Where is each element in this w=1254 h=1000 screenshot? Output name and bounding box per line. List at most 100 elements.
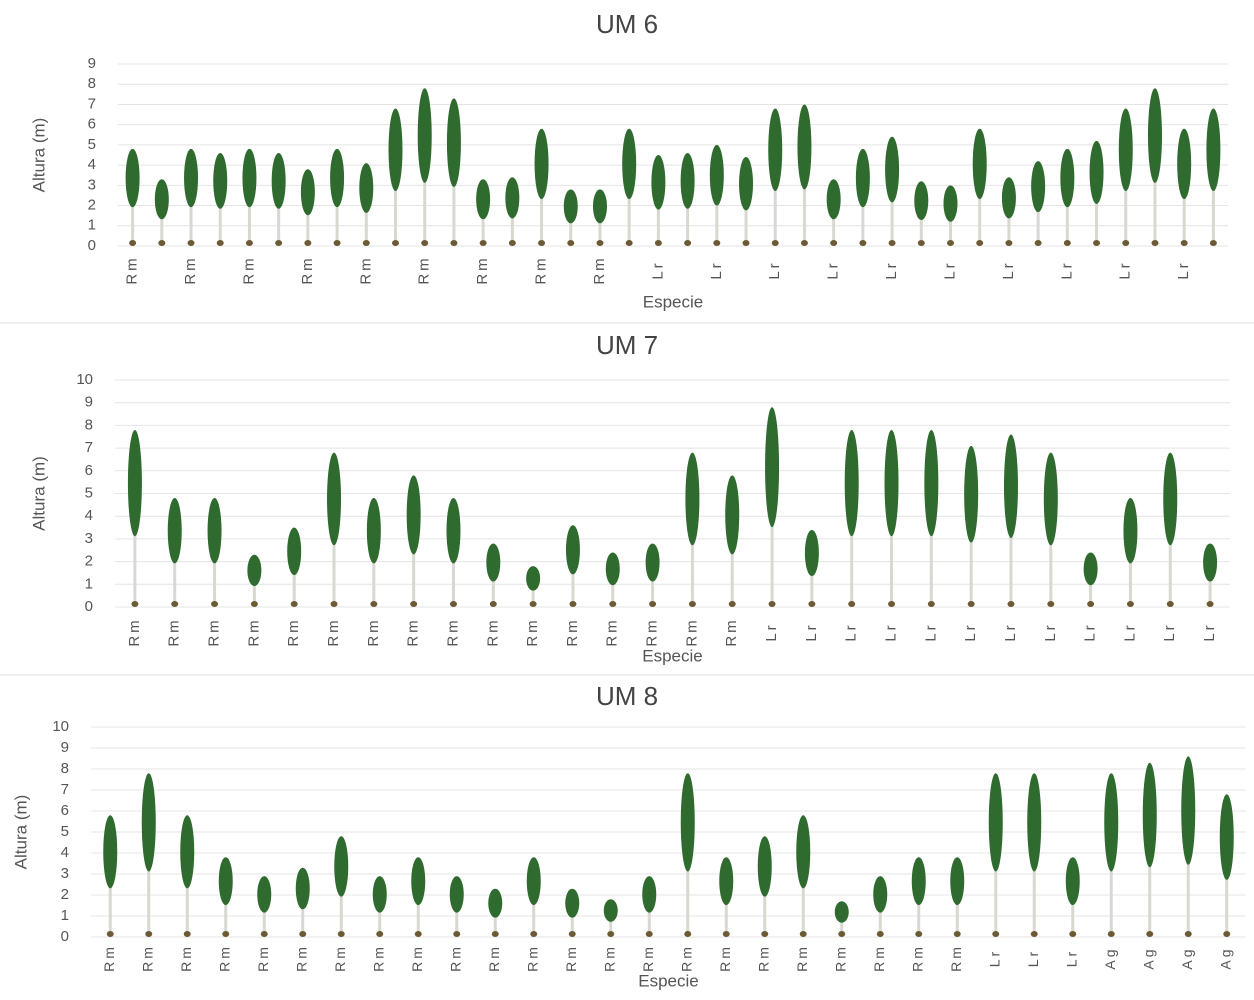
x-tick-label: Rm [591,255,608,284]
tree-base [131,601,139,607]
tree [873,876,888,937]
y-tick-label: 0 [88,237,96,254]
tree-base [479,240,487,246]
y-tick-label: 8 [85,416,93,433]
y-tick-label: 7 [85,439,93,456]
tree-base [421,240,429,246]
tree-base [888,240,896,246]
x-tick-label: Rm [717,944,733,972]
tree-base [654,240,662,246]
tree [642,876,657,937]
tree-base [1107,931,1115,937]
tree-base [761,931,769,937]
tree-base [859,240,867,246]
tree-base [158,240,166,246]
y-tick-label: 7 [88,95,96,112]
tree-base [649,601,657,607]
tree-crown [218,857,233,906]
x-tick-label: Rm [640,944,656,972]
tree [1031,161,1046,246]
x-tick-label: Rm [245,617,262,646]
tree-base [376,931,384,937]
tree-crown [534,128,549,200]
tree-base [1047,601,1055,607]
tree [950,857,965,937]
tree-base [645,931,653,937]
tree-base [953,931,961,937]
tree-base [1063,240,1071,246]
tree-crown [1118,108,1133,191]
x-tick-label: Rm [563,944,579,972]
tree-crown [592,189,607,224]
tree-crown [757,836,772,897]
tree-crown [359,163,374,213]
tree [1206,108,1221,246]
tree [855,148,870,246]
tree-crown [885,136,900,203]
tree [167,498,182,607]
tree [103,815,118,937]
y-tick-label: 0 [85,598,93,615]
x-tick-label: Rm [293,944,309,972]
tree-crown [796,815,811,889]
tree-crown [1219,794,1234,880]
tree-base [129,240,137,246]
tree [1181,756,1196,937]
tree-crown [768,108,783,191]
x-tick-label: Rm [794,944,810,972]
tree [300,169,315,246]
tree [826,179,841,246]
tree-crown [1001,177,1016,219]
tree [988,773,1003,937]
tree-crown [505,177,520,219]
tree [505,177,520,246]
tree-base [538,240,546,246]
tree-base [450,240,458,246]
tree-crown [327,452,342,546]
tree-crown [486,543,501,582]
tree-crown [725,475,740,555]
tree [1177,128,1192,246]
tree-base [333,240,341,246]
tree-crown [804,529,819,577]
tree-crown [1043,452,1058,546]
tree [526,566,541,607]
x-tick-label: Lr [1063,949,1079,967]
x-tick-label: Lr [825,260,842,279]
tree-crown [287,527,302,576]
tree-base [260,931,268,937]
tree-crown [207,498,222,564]
x-tick-label: Rm [299,255,316,284]
tree [1147,88,1162,246]
x-tick-label: Rm [524,944,540,972]
tree [885,136,900,246]
tree [565,525,580,607]
tree-crown [154,179,169,220]
tree-crown [406,475,421,555]
tree [366,498,381,607]
tree-base [808,601,816,607]
tree-crown [988,773,1003,872]
tree [964,445,979,607]
tree-base [1122,240,1130,246]
tree-crown [1083,552,1098,586]
x-tick-label: Rm [101,944,117,972]
tree-crown [526,857,541,906]
tree-crown [257,876,272,913]
y-tick-label: 8 [88,75,96,92]
tree [592,189,607,246]
x-tick-label: Lr [1002,622,1019,641]
tree-base [876,931,884,937]
tree [757,836,772,937]
tree [406,475,421,607]
y-tick-label: 2 [61,886,69,903]
x-tick-label: Lr [883,260,900,279]
y-tick-label: 9 [85,394,93,411]
tree [719,857,734,937]
tree [271,152,286,246]
y-tick-label: 1 [88,217,96,234]
tree-base [370,601,378,607]
tree-crown [1065,857,1080,906]
tree-base [529,601,537,607]
tree [1118,108,1133,246]
